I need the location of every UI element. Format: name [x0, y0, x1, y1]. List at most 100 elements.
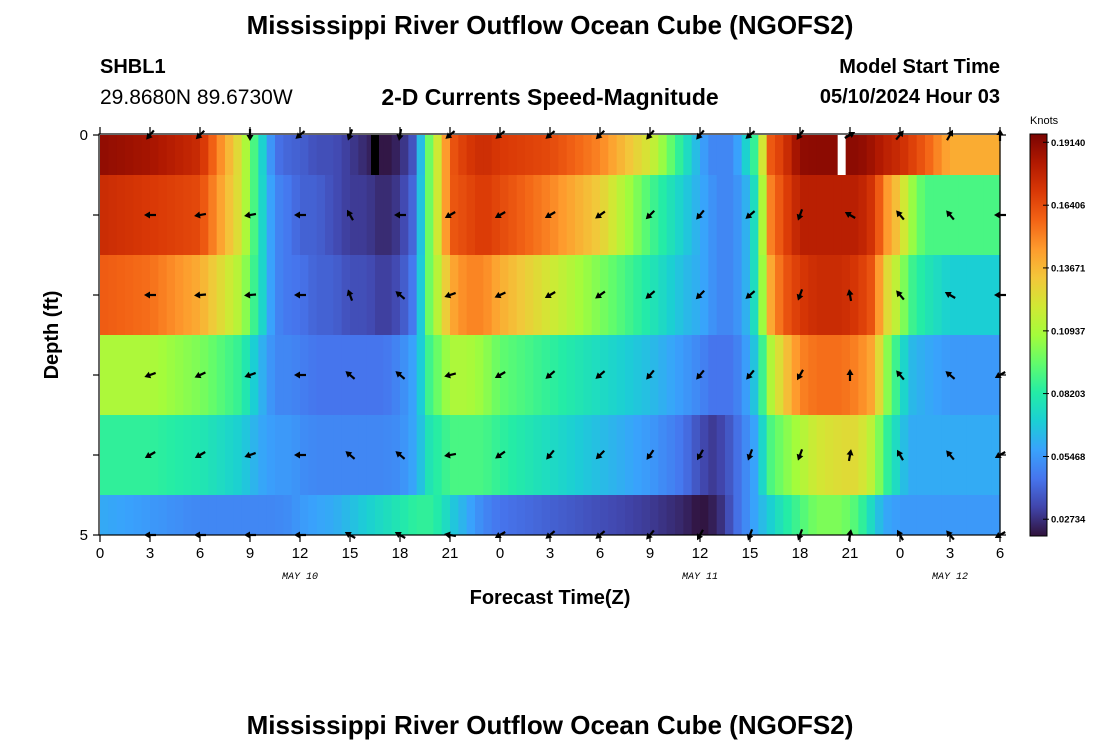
current-vector [695, 289, 706, 300]
heatmap-cell [183, 255, 193, 336]
x-tick-label: 0 [96, 545, 104, 562]
heatmap-cell [416, 135, 426, 176]
heatmap-cell [841, 495, 851, 536]
heatmap-cell [283, 335, 293, 416]
heatmap-cell [516, 415, 526, 496]
heatmap-cell [483, 415, 493, 496]
heatmap-cell [866, 415, 876, 496]
heatmap-cell [891, 335, 901, 416]
heatmap-cell [216, 135, 226, 176]
heatmap-cell [266, 335, 276, 416]
x-tick-label: 6 [996, 545, 1004, 562]
heatmap-cell [575, 495, 584, 536]
heatmap-cell [116, 175, 126, 256]
heatmap-cell [966, 495, 976, 536]
heatmap-cell [266, 495, 276, 536]
heatmap-cell [983, 495, 993, 536]
heatmap-cell [433, 495, 443, 536]
heatmap-cell [258, 255, 268, 336]
heatmap-cell [808, 255, 818, 336]
heatmap-cell [558, 335, 568, 416]
heatmap-cell [458, 335, 468, 416]
heatmap-cell [966, 255, 976, 336]
vector-head [696, 453, 704, 461]
heatmap-cell [683, 255, 693, 336]
current-vector [796, 208, 804, 221]
current-vector [495, 450, 506, 459]
heatmap-cell [275, 255, 284, 336]
heatmap-cell [583, 135, 593, 176]
heatmap-cell [400, 415, 409, 496]
heatmap-cell [800, 255, 809, 336]
heatmap-cell [758, 255, 768, 336]
heatmap-cell [783, 255, 793, 336]
heatmap-cell [308, 175, 318, 256]
heatmap-cell [491, 415, 501, 496]
heatmap-cell [633, 255, 643, 336]
heatmap-cell [616, 255, 626, 336]
heatmap-cell [275, 135, 284, 176]
heatmap-cell [375, 135, 384, 176]
vector-head [946, 210, 953, 218]
heatmap-cell [925, 135, 934, 176]
heatmap-cell [716, 255, 726, 336]
heatmap-cell [883, 255, 893, 336]
heatmap-cell [283, 415, 293, 496]
heatmap-cell [841, 255, 851, 336]
colorbar-tick-label: 0.10937 [1051, 326, 1085, 337]
heatmap-cell [233, 335, 243, 416]
heatmap-cell [191, 335, 201, 416]
heatmap-cell [450, 255, 459, 336]
heatmap-cell [741, 255, 751, 336]
heatmap-cell [641, 175, 651, 256]
heatmap-cell [850, 335, 859, 416]
vector-head [444, 371, 451, 379]
heatmap-cell [433, 255, 443, 336]
heatmap-cell [933, 175, 943, 256]
heatmap-cell [658, 175, 668, 256]
heatmap-cell [758, 175, 768, 256]
colorbar-gradient [1029, 133, 1048, 537]
heatmap-cell [375, 255, 384, 336]
date-label: MAY 11 [682, 572, 718, 583]
heatmap-cell [733, 255, 743, 336]
heatmap-cell [508, 415, 518, 496]
heatmap-cell [858, 495, 868, 536]
current-vector [745, 210, 756, 219]
current-vector [696, 209, 705, 220]
heatmap-cell [891, 175, 901, 256]
heatmap-cell [233, 415, 243, 496]
vector-head [346, 289, 354, 297]
heatmap-cell [541, 415, 551, 496]
heatmap-cell [450, 335, 459, 416]
heatmap-cell [541, 255, 551, 336]
heatmap-cell [258, 175, 268, 256]
heatmap-cell [741, 335, 751, 416]
heatmap-cell [766, 495, 776, 536]
heatmap-cell [200, 135, 209, 176]
heatmap-cell [608, 255, 618, 336]
x-tick-label: 3 [946, 545, 954, 562]
heatmap-cell [741, 495, 751, 536]
heatmap-cell [450, 175, 459, 256]
heatmap-cell [358, 415, 368, 496]
heatmap-cell [350, 495, 359, 536]
current-vector [944, 291, 956, 299]
heatmap-cell [183, 415, 193, 496]
heatmap-cell [991, 415, 1001, 496]
heatmap-cell [375, 335, 384, 416]
heatmap-cell [833, 495, 843, 536]
vector-head [796, 213, 804, 221]
heatmap-cell [333, 415, 343, 496]
heatmap-cell [258, 495, 268, 536]
heatmap-cell [600, 135, 609, 176]
heatmap-cell [783, 175, 793, 256]
heatmap-cell [350, 335, 359, 416]
heatmap-cell [266, 135, 276, 176]
heatmap-cell [350, 175, 359, 256]
heatmap-cell [408, 135, 418, 176]
missing-data-bar [837, 135, 846, 175]
heatmap-cell [466, 495, 476, 536]
heatmap-cell [900, 335, 909, 416]
heatmap-cell [991, 495, 1001, 536]
